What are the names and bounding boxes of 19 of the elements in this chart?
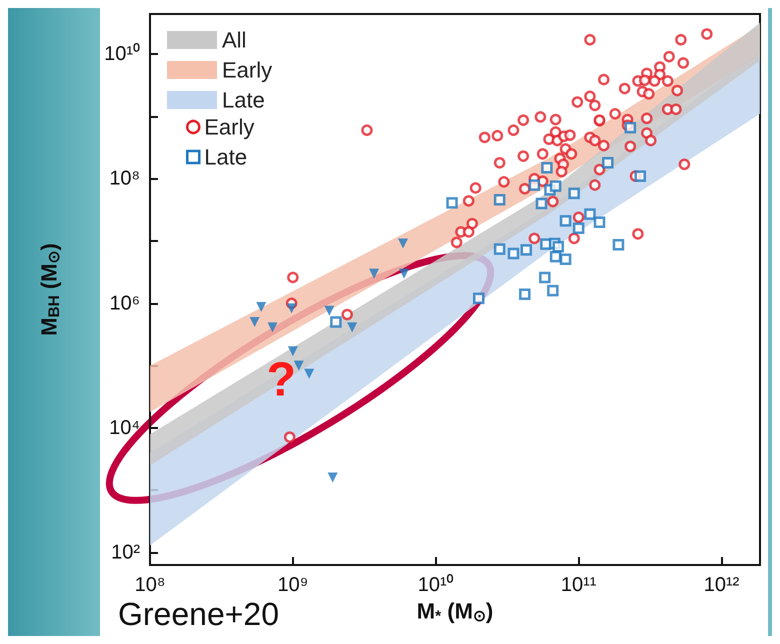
x-tick-label: 10⁹ bbox=[277, 574, 308, 596]
y-tick-label: 10⁸ bbox=[109, 168, 140, 190]
x-tick-label: 10¹⁰ bbox=[418, 573, 454, 596]
legend-label: Late bbox=[204, 144, 248, 170]
text: Greene+20 bbox=[118, 596, 280, 632]
legend-label: Late bbox=[222, 88, 265, 112]
legend-label: All bbox=[222, 28, 246, 52]
y-axis-title: MBH (M⊙) bbox=[36, 243, 63, 336]
y-tick-label: 10² bbox=[111, 542, 140, 564]
legend-label: Early bbox=[222, 58, 272, 82]
y-tick-label: 10⁴ bbox=[109, 416, 140, 439]
x-axis-title: M* (M⊙) bbox=[416, 598, 494, 625]
legend-label: Early bbox=[204, 114, 254, 140]
x-tick-label: 10⁸ bbox=[134, 574, 166, 596]
y-tick-label: 10¹⁰ bbox=[104, 42, 140, 66]
x-tick-label: 10¹¹ bbox=[560, 574, 597, 596]
annotation: ? bbox=[266, 353, 296, 406]
x-tick-label: 10¹² bbox=[704, 574, 740, 596]
y-tick-label: 10⁶ bbox=[110, 292, 140, 314]
